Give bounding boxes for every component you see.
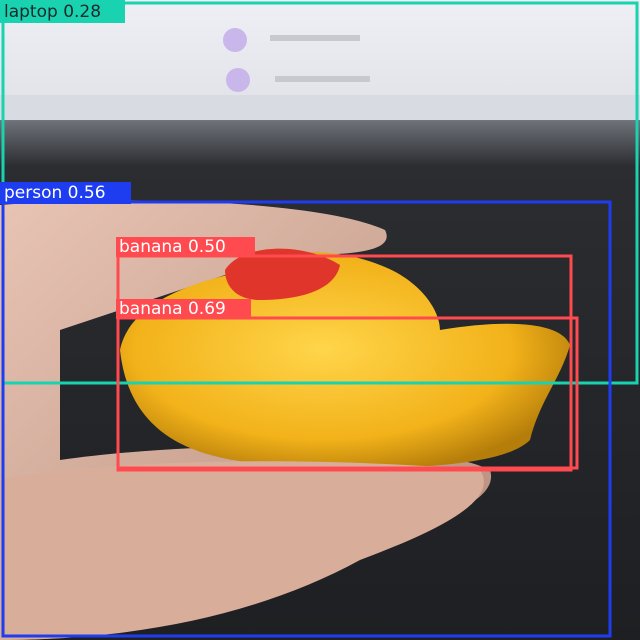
person-detection: person 0.56 [0, 182, 612, 638]
detection-label: banana 0.69 [119, 299, 226, 319]
banana-detection: banana 0.69 [116, 299, 579, 470]
detection-label: person 0.56 [4, 183, 106, 203]
bounding-box [1, 200, 612, 638]
label-background [116, 299, 251, 319]
detection-label: laptop 0.28 [4, 2, 101, 22]
label-background [116, 237, 255, 257]
label-background [0, 0, 125, 23]
bounding-box [116, 316, 579, 470]
label-background [0, 182, 131, 204]
detection-label: banana 0.50 [119, 237, 226, 257]
